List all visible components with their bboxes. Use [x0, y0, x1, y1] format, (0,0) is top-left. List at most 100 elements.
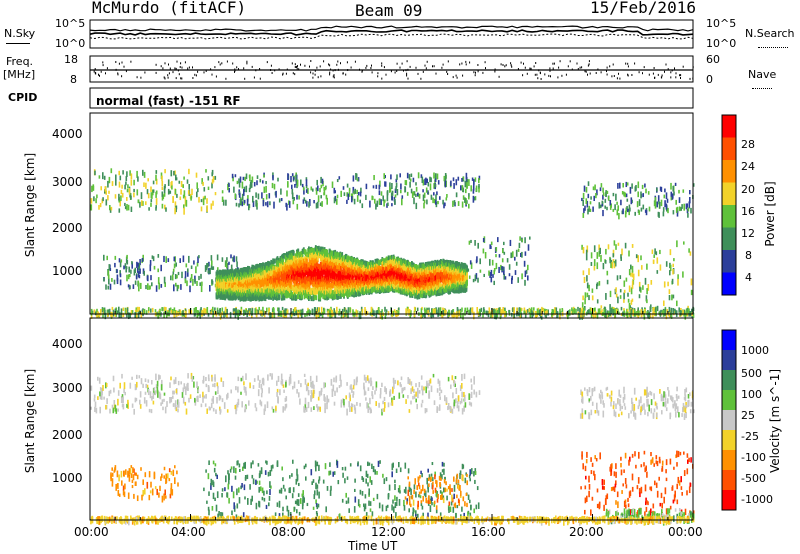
echo-cell [295, 295, 298, 301]
velocity-cbar-tick: 100 [741, 388, 762, 401]
freq-mark [115, 61, 117, 63]
echo-cell [282, 276, 285, 282]
echo-cell [406, 191, 409, 196]
echo-cell [282, 285, 284, 291]
freq-marks [90, 60, 694, 80]
freq-mark [422, 70, 424, 73]
echo-cell [96, 308, 98, 313]
echo-cell [315, 202, 318, 209]
echo-cell [517, 277, 519, 283]
echo-cell [220, 292, 222, 298]
echo-cell [160, 284, 163, 288]
echo-cell [254, 295, 257, 300]
echo-cell [326, 265, 329, 271]
echo-cell [270, 264, 273, 270]
echo-cell [580, 309, 583, 315]
x-axis-title: Time UT [348, 539, 398, 553]
echo-cell [317, 270, 320, 276]
echo-cell [239, 276, 242, 282]
echo-cell [318, 286, 321, 292]
echo-cell [224, 284, 227, 290]
echo-cell [311, 275, 313, 281]
echo-cell [233, 311, 235, 315]
echo-cell [237, 274, 239, 280]
echo-cell [243, 270, 246, 276]
echo-cell [235, 281, 238, 287]
echo-cell [238, 291, 241, 297]
echo-cell [218, 275, 221, 281]
echo-cell [329, 293, 332, 299]
echo-cell [331, 283, 334, 288]
echo-cell [282, 288, 285, 294]
freq-mark [654, 76, 655, 79]
echo-cell [214, 283, 217, 288]
echo-cell [657, 195, 660, 202]
echo-cell [142, 308, 144, 316]
echo-cell [90, 198, 93, 204]
echo-cell [283, 290, 286, 296]
echo-cell [119, 270, 121, 276]
echo-cell [645, 295, 648, 302]
echo-cell [329, 275, 332, 281]
echo-cell [271, 279, 274, 285]
echo-cell [224, 269, 227, 275]
echo-cell [292, 293, 295, 299]
echo-cell [130, 195, 132, 200]
echo-cell [444, 173, 447, 180]
echo-cell [183, 190, 186, 197]
echo-cell [293, 197, 295, 201]
echo-cell [311, 280, 314, 286]
echo-cell [543, 308, 546, 316]
echo-cell [125, 256, 128, 264]
echo-cell [152, 189, 154, 196]
echo-cell [327, 289, 330, 295]
freq-mark [94, 68, 96, 70]
echo-cell [395, 312, 398, 317]
echo-cell [323, 294, 325, 300]
echo-cell [221, 277, 224, 282]
echo-cell [216, 279, 219, 285]
echo-cell [375, 310, 377, 316]
echo-cell [240, 282, 242, 288]
echo-cell [158, 310, 160, 316]
echo-cell [294, 267, 297, 273]
echo-cell [310, 252, 313, 258]
echo-cell [314, 258, 316, 264]
echo-cell [293, 288, 296, 294]
echo-cell [593, 265, 596, 271]
echo-cell [256, 175, 259, 179]
echo-cell [223, 289, 225, 295]
echo-cell [580, 311, 582, 319]
echo-cell [415, 182, 417, 186]
echo-cell [592, 309, 594, 317]
echo-cell [154, 312, 157, 317]
echo-cell [286, 309, 289, 315]
echo-cell [326, 264, 329, 270]
freq-unit-label: [MHz] [3, 68, 36, 81]
echo-cell [646, 299, 648, 304]
echo-cell [414, 307, 416, 312]
echo-cell [287, 252, 289, 258]
echo-cell [254, 266, 257, 272]
echo-cell [223, 289, 226, 295]
echo-cell [317, 269, 320, 275]
echo-cell [289, 287, 291, 293]
echo-cell [321, 312, 323, 316]
echo-cell [285, 282, 288, 287]
echo-cell [96, 194, 98, 199]
echo-cell [163, 185, 166, 191]
echo-cell [243, 291, 246, 297]
echo-cell [184, 196, 187, 201]
echo-cell [405, 311, 408, 316]
echo-cell [425, 310, 428, 315]
echo-cell [590, 307, 593, 311]
echo-cell [252, 288, 255, 294]
echo-cell [118, 312, 120, 319]
echo-cell [238, 270, 241, 276]
echo-cell [299, 263, 301, 269]
echo-cell [250, 291, 252, 297]
echo-cell [163, 311, 165, 319]
echo-cell [107, 180, 109, 188]
echo-cell [482, 248, 485, 254]
echo-cell [306, 272, 309, 278]
